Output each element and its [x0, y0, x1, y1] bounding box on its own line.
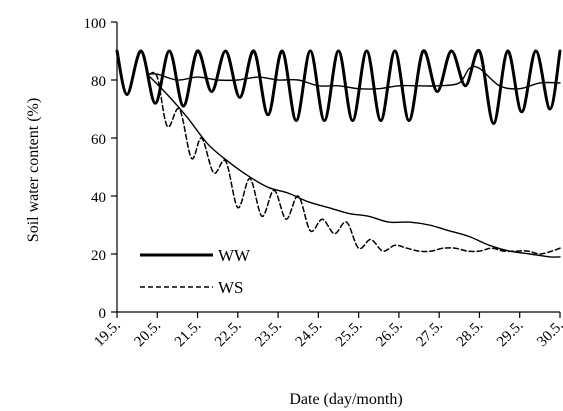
x-tick-label: 26.5.	[373, 318, 406, 351]
legend: WW WS	[140, 246, 251, 297]
series-line-trend-3	[146, 73, 561, 258]
y-axis-label: Soil water content (%)	[25, 98, 42, 242]
y-tick-label: 0	[99, 306, 107, 322]
x-tick-label: 30.5.	[534, 318, 563, 351]
series-line-trend-1	[146, 65, 561, 90]
x-tick-label: 22.5.	[212, 318, 245, 351]
x-tick-label: 21.5.	[172, 318, 205, 351]
x-tick-label: 20.5.	[132, 318, 165, 351]
legend-label-ww: WW	[218, 246, 251, 265]
series-line-ws	[148, 71, 561, 255]
x-axis-ticks: 19.5. 20.5. 21.5. 22.5. 23.5. 24.5. 25.5. 26.5.…	[91, 312, 563, 350]
x-tick-label: 19.5.	[91, 318, 124, 351]
y-tick-label: 40	[91, 190, 106, 206]
legend-label-ws: WS	[218, 278, 244, 297]
series-layer	[115, 49, 562, 258]
x-tick-label: 27.5.	[413, 318, 446, 351]
y-tick-label: 20	[91, 248, 106, 264]
x-tick-label: 29.5.	[494, 318, 527, 351]
series-line-ww	[115, 49, 562, 125]
x-tick-label: 28.5.	[454, 318, 487, 351]
y-axis-ticks: 0 20 40 60 80 100	[84, 16, 117, 322]
x-tick-label: 24.5.	[293, 318, 326, 351]
axes	[116, 22, 560, 313]
x-tick-label: 25.5.	[333, 318, 366, 351]
x-axis-label: Date (day/month)	[289, 391, 402, 408]
y-tick-label: 100	[84, 16, 107, 32]
y-tick-label: 80	[91, 74, 106, 90]
x-tick-label: 23.5.	[252, 318, 285, 351]
y-tick-label: 60	[91, 132, 106, 148]
